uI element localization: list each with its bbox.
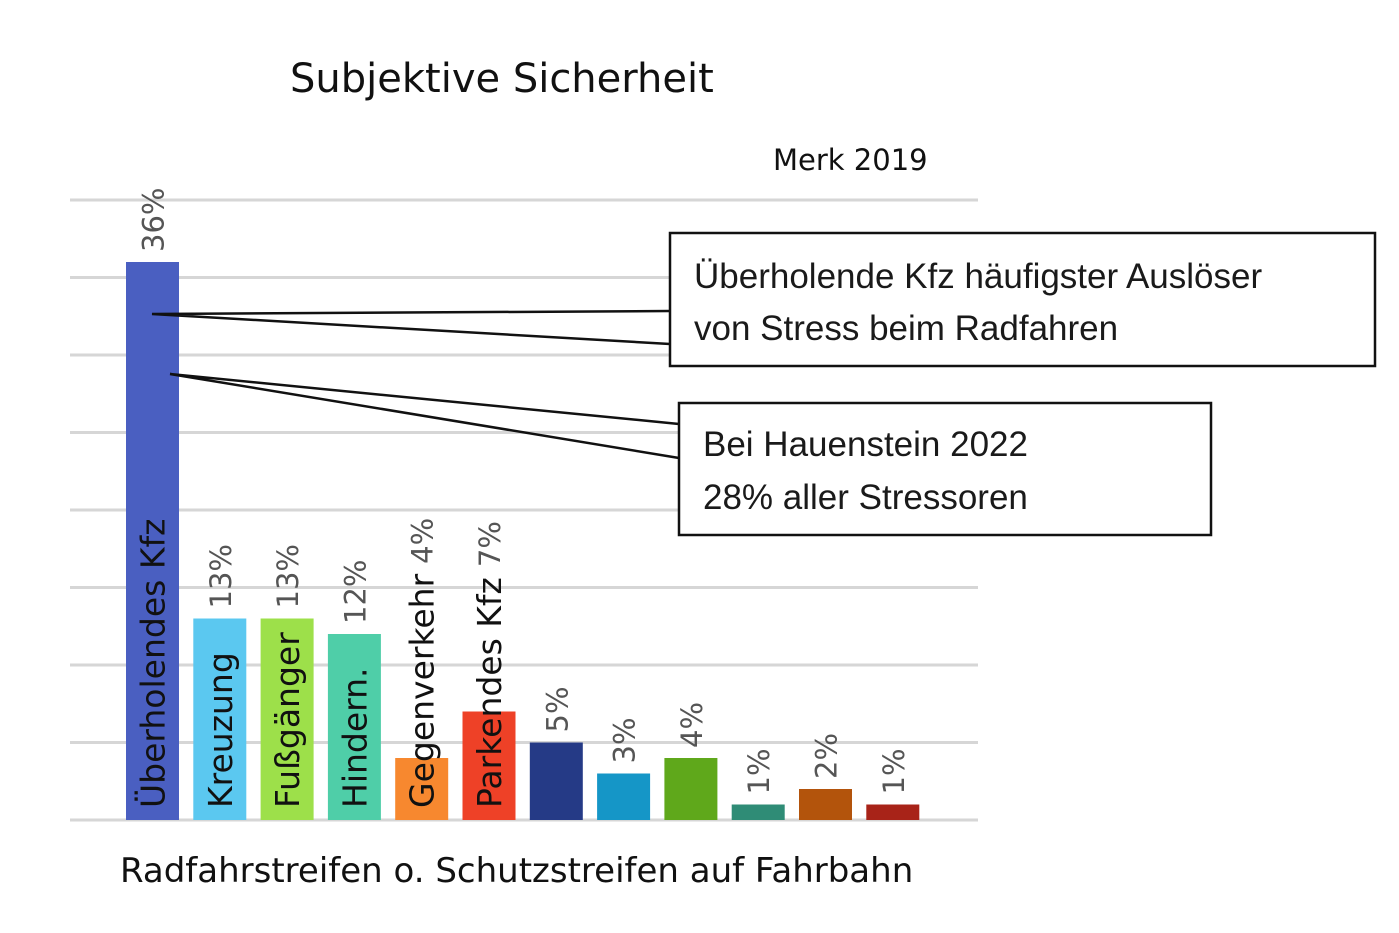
callout-stress-line-2: von Stress beim Radfahren (694, 309, 1118, 348)
bar-10 (799, 789, 852, 820)
category-label-4: Gegenverkehr (403, 573, 442, 808)
value-label-4: 4% (406, 518, 440, 564)
bar-1 (193, 618, 247, 820)
category-label-5: Parkendes Kfz (470, 577, 509, 808)
bars (126, 262, 920, 820)
callout-hauenstein-line-2: 28% aller Stressoren (703, 478, 1028, 517)
value-label-7: 3% (608, 717, 642, 763)
value-label-6: 5% (540, 686, 574, 732)
value-label-2: 13% (271, 544, 305, 608)
value-label-1: 13% (204, 544, 238, 608)
category-label-1: Kreuzung (201, 652, 240, 808)
value-label-5: 7% (473, 521, 507, 567)
category-label-2: Fußgänger (268, 632, 307, 808)
callout-stress-box (668, 231, 1377, 368)
category-label-0: Überholendes Kfz (133, 519, 173, 808)
chart-title: Subjektive Sicherheit (290, 56, 714, 102)
value-label-11: 1% (877, 748, 911, 794)
value-labels: 36% 13% 13% 12% 4% 7% 5% 3% 4% 1% 2% 1% (137, 188, 911, 795)
bar-7 (597, 773, 651, 820)
bar-2 (260, 618, 314, 820)
value-label-10: 2% (810, 733, 844, 779)
category-labels: Überholendes Kfz Kreuzung Fußgänger Hindern… (133, 519, 510, 808)
value-label-0: 36% (137, 188, 171, 252)
bar-5 (462, 711, 516, 820)
x-axis-label: Radfahrstreifen o. Schutzstreifen auf Fa… (120, 851, 913, 891)
value-label-9: 1% (742, 748, 776, 794)
chart-source: Merk 2019 (773, 143, 928, 177)
callout-hauenstein-box (677, 401, 1213, 537)
category-label-3: Hindern. (335, 667, 374, 808)
bar-3 (327, 634, 381, 820)
callout-hauenstein-line-1: Bei Hauenstein 2022 (703, 425, 1028, 464)
value-label-8: 4% (675, 702, 709, 748)
bar-4 (395, 758, 449, 820)
bar-6 (529, 742, 583, 820)
bar-8 (664, 758, 718, 820)
callout-stress-pointer (151, 309, 671, 346)
callout-stress: Überholende Kfz häufigster Auslöser von … (151, 231, 1377, 368)
bar-0 (126, 262, 179, 820)
bar-11 (866, 804, 920, 820)
bar-9 (731, 804, 785, 820)
value-label-3: 12% (338, 560, 372, 624)
callout-hauenstein-pointer (169, 372, 680, 460)
callout-hauenstein: Bei Hauenstein 2022 28% aller Stressoren (169, 372, 1213, 537)
callout-stress-line-1: Überholende Kfz häufigster Auslöser (694, 257, 1262, 296)
